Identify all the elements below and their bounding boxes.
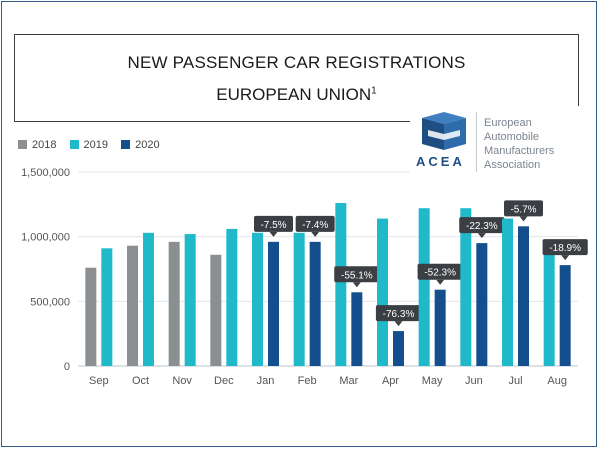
data-label: -22.3% <box>466 221 498 232</box>
x-tick-label: Nov <box>172 375 192 387</box>
bar-2018 <box>210 254 222 366</box>
data-label-box <box>417 263 463 280</box>
bar-2020 <box>268 241 279 366</box>
legend-item-2020: 2020 <box>121 139 160 151</box>
legend-label-2018: 2018 <box>32 139 57 151</box>
acea-name-line-2: Automobile <box>484 131 540 143</box>
x-tick-label: Mar <box>339 375 358 387</box>
bar-2020 <box>309 241 321 366</box>
y-tick-label: 1,000,000 <box>21 232 70 244</box>
data-label-pointer <box>269 231 278 237</box>
bar-2018 <box>168 241 180 366</box>
acea-cube-icon <box>422 112 466 150</box>
data-label-box <box>254 215 293 232</box>
data-label-pointer <box>394 321 403 327</box>
legend-item-2018: 2018 <box>18 139 56 151</box>
data-label: -18.9% <box>549 243 581 254</box>
bar-2019 <box>293 232 305 366</box>
y-tick-label: 0 <box>64 361 70 373</box>
data-label-pointer <box>477 233 486 239</box>
legend-item-2019: 2019 <box>69 139 109 151</box>
data-label: -7.5% <box>260 220 286 231</box>
bar-2019 <box>502 218 513 366</box>
acea-wordmark: ACEA <box>416 154 465 169</box>
legend-swatch-2018 <box>18 140 27 149</box>
x-tick-label: Jan <box>257 375 275 387</box>
bar-2019 <box>418 208 430 366</box>
chart-subtitle-text: EUROPEAN UNION <box>216 85 372 104</box>
x-tick-label: Dec <box>214 375 234 387</box>
y-tick-label: 500,000 <box>30 296 70 308</box>
bar-2019 <box>460 208 472 366</box>
bar-2018 <box>85 267 97 366</box>
bar-2019 <box>252 232 263 366</box>
data-label-box <box>334 266 380 283</box>
footnote-mark: 1 <box>371 85 377 97</box>
bar-2019 <box>335 203 347 366</box>
data-label-pointer <box>561 255 570 261</box>
x-tick-label: Aug <box>547 375 567 387</box>
bar-2019 <box>226 228 238 366</box>
logo-divider <box>476 112 477 172</box>
acea-name-line-1: European <box>484 117 532 129</box>
data-label-box <box>542 239 588 256</box>
y-tick-label: 1,500,000 <box>21 167 70 179</box>
data-label-box <box>459 217 505 234</box>
bar-2019 <box>184 234 196 366</box>
acea-name-line-3: Manufacturers <box>484 145 555 157</box>
x-tick-label: Apr <box>382 375 399 387</box>
bar-2019 <box>101 248 113 366</box>
legend-label-2020: 2020 <box>135 139 160 151</box>
data-label-pointer <box>352 282 361 288</box>
bar-2018 <box>127 245 138 366</box>
legend-swatch-2020 <box>121 140 131 149</box>
data-label: -52.3% <box>424 268 456 279</box>
bar-2019 <box>377 218 388 366</box>
x-tick-label: May <box>422 375 443 387</box>
x-tick-label: Sep <box>89 375 109 387</box>
data-label-box <box>295 215 335 232</box>
data-label-pointer <box>311 231 320 237</box>
x-tick-label: Feb <box>298 375 317 387</box>
data-label-box <box>504 200 543 217</box>
bar-2020 <box>518 226 529 366</box>
x-tick-label: Oct <box>132 375 149 387</box>
bar-2020 <box>476 243 488 366</box>
x-tick-label: Jun <box>465 375 483 387</box>
data-label-box <box>375 305 422 322</box>
bar-2019 <box>143 232 154 366</box>
legend-swatch-2019 <box>69 140 79 149</box>
bar-2020 <box>434 289 446 366</box>
legend-label-2019: 2019 <box>83 139 109 151</box>
data-label: -76.3% <box>383 309 415 320</box>
x-tick-label: Jul <box>508 375 522 387</box>
data-label: -5.7% <box>510 204 536 215</box>
bar-2020 <box>393 331 404 366</box>
chart-title: NEW PASSENGER CAR REGISTRATIONS <box>127 53 466 72</box>
acea-logo: ACEA European Automobile Manufacturers A… <box>410 106 588 178</box>
bar-2020 <box>559 265 571 366</box>
acea-full-name: European Automobile Manufacturers Associ… <box>484 116 554 172</box>
data-label-pointer <box>436 279 445 285</box>
bar-2020 <box>351 292 363 366</box>
data-label-pointer <box>519 216 528 222</box>
acea-name-line-4: Association <box>484 159 541 171</box>
data-label: -7.4% <box>302 220 328 231</box>
bar-2019 <box>543 243 555 366</box>
data-label: -55.1% <box>341 270 373 281</box>
chart-subtitle: EUROPEAN UNION1 <box>15 85 578 105</box>
legend: 2018 2019 2020 <box>18 139 170 151</box>
